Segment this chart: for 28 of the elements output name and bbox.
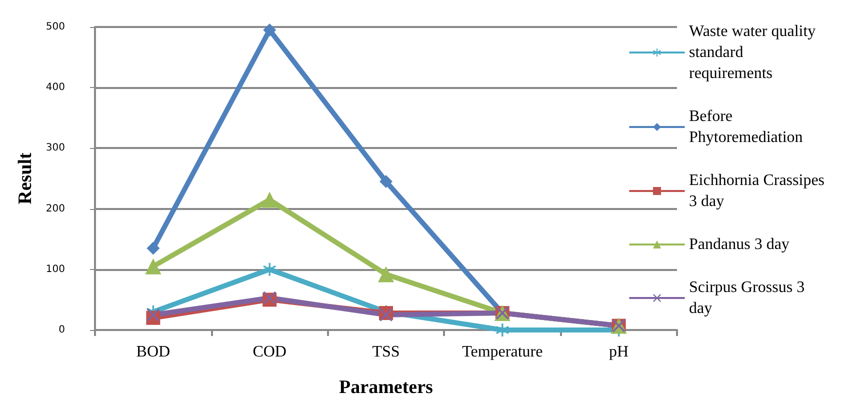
y-tick-label: 400 (46, 82, 65, 94)
legend-label: Eichhornia Crassipes 3 day (689, 172, 829, 210)
x-tick-label: Temperature (462, 344, 543, 360)
x-tick-label: pH (609, 344, 630, 360)
point (146, 308, 160, 322)
point (146, 242, 160, 255)
y-axis-title: Result (15, 152, 36, 204)
x-tick-label: BOD (136, 344, 170, 360)
x-tick-label: TSS (372, 344, 400, 360)
point (263, 291, 276, 304)
x-axis-title: Parameters (339, 377, 433, 398)
y-tick-label: 200 (46, 203, 65, 214)
legend-label: Before Phytoremediation (689, 108, 803, 146)
point (263, 24, 276, 37)
y-tick-label: 300 (46, 142, 65, 154)
legend-label: Scirpus Grossus 3 day (689, 279, 809, 317)
point (496, 324, 509, 336)
legend-label: Pandanus 3 day (689, 236, 790, 253)
y-tick-label: 100 (46, 264, 65, 275)
x-tick-label: COD (252, 344, 286, 360)
y-tick-label: 0 (58, 324, 65, 336)
point (262, 192, 278, 208)
point (145, 258, 162, 274)
y-tick-label: 500 (46, 22, 65, 32)
point (379, 175, 392, 188)
legend-label: Waste water quality standard requirements (689, 23, 820, 82)
point (263, 262, 276, 276)
point (378, 266, 394, 282)
